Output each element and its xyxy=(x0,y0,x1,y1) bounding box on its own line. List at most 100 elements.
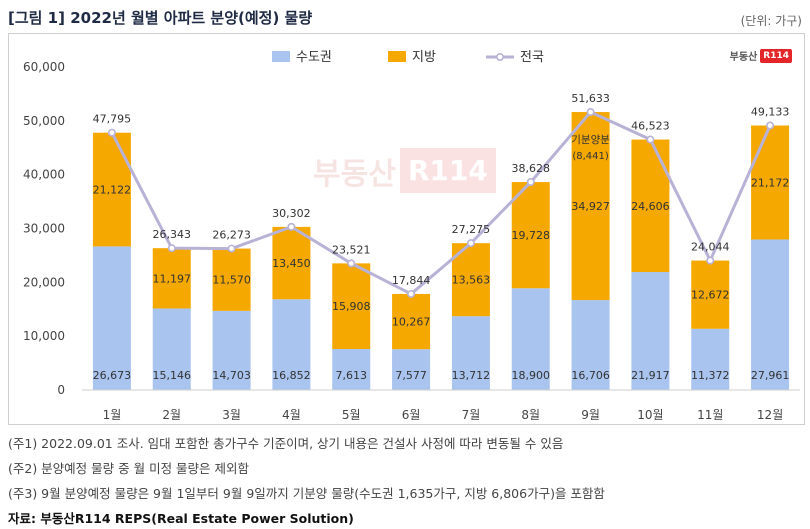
total-label: 23,521 xyxy=(332,243,371,256)
bar-capital xyxy=(631,272,670,390)
bar-capital xyxy=(332,349,371,390)
chart-frame xyxy=(8,33,805,425)
bar-capital xyxy=(751,239,790,390)
bar-region xyxy=(332,263,371,350)
bar-region xyxy=(92,132,131,247)
chart-title: [그림 1] 2022년 월별 아파트 분양(예정) 물량 xyxy=(8,9,313,27)
bar-region xyxy=(751,125,790,240)
legend-label-capital: 수도권 xyxy=(296,50,332,65)
bar-region xyxy=(392,293,431,350)
y-tick-label: 0 xyxy=(57,383,65,397)
bar-region xyxy=(571,112,610,301)
total-label: 51,633 xyxy=(571,92,610,105)
x-tick-label: 9월 xyxy=(581,408,600,422)
total-label: 26,273 xyxy=(212,229,251,242)
line-total xyxy=(110,110,772,296)
point-total xyxy=(167,244,176,253)
watermark-logo: 부동산 R114 xyxy=(313,148,496,193)
watermark-text: 부동산 xyxy=(313,156,396,192)
footnote-1: (주1) 2022.09.01 조사. 임대 포함한 총가구수 기준이며, 상기… xyxy=(8,436,564,451)
point-total xyxy=(646,135,655,144)
x-tick-label: 2월 xyxy=(162,408,181,422)
bar-region-label: 12,672 xyxy=(691,289,730,302)
bar-region xyxy=(631,139,670,273)
y-tick-label: 10,000 xyxy=(23,329,65,343)
bar-capital xyxy=(451,316,490,390)
bar-region-label: 13,450 xyxy=(272,257,311,270)
bar-capital-label: 7,613 xyxy=(336,369,368,382)
point-total xyxy=(586,108,595,117)
legend-swatch-capital xyxy=(272,51,290,62)
y-tick-label: 30,000 xyxy=(23,222,65,236)
total-label: 30,302 xyxy=(272,207,311,220)
bar-capital-label: 16,852 xyxy=(272,369,311,382)
legend-swatch-region xyxy=(388,51,406,62)
bar-capital-label: 18,900 xyxy=(512,369,551,382)
annotation-label: 기분양분 xyxy=(571,134,610,146)
x-tick-label: 3월 xyxy=(222,408,241,422)
legend-marker-total xyxy=(495,52,504,61)
bar-capital-label: 26,673 xyxy=(93,369,132,382)
bar-capital-label: 27,961 xyxy=(751,369,790,382)
bar-capital-label: 14,703 xyxy=(212,369,251,382)
footnote-2: (주2) 분양예정 물량 중 월 미정 물량은 제외함 xyxy=(8,461,250,476)
y-tick-label: 40,000 xyxy=(23,168,65,182)
bar-capital-label: 7,577 xyxy=(395,369,427,382)
bar-capital xyxy=(511,288,550,390)
bar-capital-label: 21,917 xyxy=(631,369,670,382)
bar-region-label: 13,563 xyxy=(452,274,491,287)
bar-region-label: 21,172 xyxy=(751,176,790,189)
bar-capital-label: 16,706 xyxy=(571,369,610,382)
annotation-value: (8,441) xyxy=(572,151,609,162)
stacked-bar-chart: 0 10,000 20,000 30,000 40,000 50,000 60,000 26,… xyxy=(23,50,800,422)
bar-capital xyxy=(272,299,311,390)
total-label: 24,044 xyxy=(691,241,730,254)
source-label: 자료: 부동산R114 REPS(Real Estate Power Solut… xyxy=(8,511,354,526)
bar-capital xyxy=(691,328,730,390)
watermark-badge: R114 xyxy=(399,148,496,193)
point-total xyxy=(227,244,236,253)
bar-capital-label: 11,372 xyxy=(691,369,730,382)
bar-capital xyxy=(571,300,610,390)
x-tick-label: 12월 xyxy=(757,408,783,422)
point-total xyxy=(466,239,475,248)
bar-region-label: 11,197 xyxy=(153,272,192,285)
brand-text: 부동산 xyxy=(729,52,758,63)
point-total xyxy=(347,259,356,268)
bar-region-label: 24,606 xyxy=(631,200,670,213)
total-label: 17,844 xyxy=(392,274,431,287)
total-label: 26,343 xyxy=(153,228,192,241)
y-tick-label: 20,000 xyxy=(23,275,65,289)
bar-region xyxy=(272,226,311,300)
point-total xyxy=(706,256,715,265)
point-total xyxy=(287,222,296,231)
bar-region xyxy=(152,248,191,309)
y-tick-label: 60,000 xyxy=(23,60,65,74)
bar-region-label: 10,267 xyxy=(392,316,431,329)
bar-capital xyxy=(392,349,431,390)
bar-region-label: 21,122 xyxy=(93,184,132,197)
x-tick-label: 7월 xyxy=(462,408,481,422)
x-tick-label: 5월 xyxy=(342,408,361,422)
point-total xyxy=(407,289,416,298)
x-tick-label: 6월 xyxy=(402,408,421,422)
bar-capital xyxy=(92,246,131,390)
bar-region-label: 34,927 xyxy=(571,200,610,213)
footnote-3: (주3) 9월 분양예정 물량은 9월 1일부터 9월 9일까지 기분양 물량(… xyxy=(8,486,605,501)
total-label: 47,795 xyxy=(93,113,132,126)
x-tick-label: 11월 xyxy=(697,408,723,422)
bar-capital-label: 15,146 xyxy=(153,369,192,382)
total-label: 38,628 xyxy=(512,162,551,175)
point-total xyxy=(107,128,116,137)
bar-region xyxy=(212,248,251,311)
legend-label-region: 지방 xyxy=(412,50,436,65)
brand-logo: 부동산 R114 xyxy=(730,48,792,63)
bar-capital xyxy=(152,308,191,390)
legend-label-total: 전국 xyxy=(520,50,544,65)
total-label: 46,523 xyxy=(631,120,670,133)
bar-region xyxy=(691,260,730,329)
brand-badge: R114 xyxy=(760,48,792,63)
bar-capital xyxy=(212,310,251,390)
y-tick-label: 50,000 xyxy=(23,114,65,128)
bar-region-label: 15,908 xyxy=(332,300,371,313)
